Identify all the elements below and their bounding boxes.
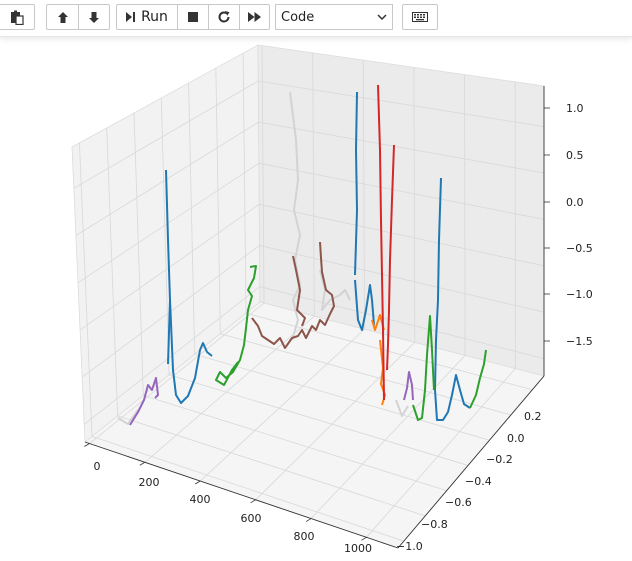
z-tick-label: 0.0: [566, 196, 584, 209]
chevron-down-icon: [377, 11, 387, 26]
stop-button[interactable]: [177, 4, 208, 30]
move-down-icon: [88, 11, 100, 24]
move-down-button[interactable]: [78, 4, 110, 30]
run-icon: [126, 11, 136, 23]
y-tick-label: −0.2: [486, 453, 513, 466]
run-button[interactable]: Run: [116, 4, 177, 30]
z-tick-label: −1.5: [566, 335, 593, 348]
y-tick-label: −1.0: [396, 540, 423, 553]
z-tick-label: −0.5: [566, 242, 593, 255]
plot-output: 0 200 400 600 800 1000 0.2 0.0 −0.2 −0.4 −0.6 −0.8…: [0, 37, 632, 557]
3d-line-plot: 0 200 400 600 800 1000 0.2 0.0 −0.2 −0.4 −0.6 −0.8…: [0, 37, 632, 557]
x-tick-label: 200: [139, 476, 160, 489]
move-up-button[interactable]: [46, 4, 78, 30]
z-tick-label: 0.5: [566, 149, 584, 162]
move-up-icon: [57, 11, 69, 24]
cell-type-value: Code: [281, 10, 314, 25]
fast-forward-button[interactable]: [239, 4, 270, 30]
command-palette-button[interactable]: [402, 4, 438, 30]
paste-icon: [10, 10, 24, 25]
x-tick-label: 0: [94, 460, 101, 473]
fast-forward-icon: [248, 11, 262, 23]
y-tick-label: −0.8: [421, 518, 448, 531]
y-tick-label: −0.4: [465, 475, 492, 488]
restart-button[interactable]: [208, 4, 239, 30]
restart-icon: [217, 10, 231, 24]
x-tick-label: 400: [190, 493, 211, 506]
y-tick-label: −0.6: [445, 496, 472, 509]
x-tick-label: 600: [241, 512, 262, 525]
stop-icon: [187, 11, 199, 23]
x-tick-label: 1000: [344, 542, 372, 555]
y-tick-label: 0.2: [524, 410, 542, 423]
z-tick-label: −1.0: [566, 288, 593, 301]
keyboard-icon: [412, 12, 428, 22]
x-tick-label: 800: [294, 530, 315, 543]
y-tick-label: 0.0: [507, 432, 525, 445]
z-tick-labels: 1.0 0.5 0.0 −0.5 −1.0 −1.5: [544, 102, 593, 348]
z-tick-label: 1.0: [566, 102, 584, 115]
run-label: Run: [141, 9, 168, 25]
notebook-toolbar: Run Code: [0, 0, 632, 37]
cell-type-select[interactable]: Code: [275, 4, 393, 30]
paste-button[interactable]: [0, 4, 35, 30]
